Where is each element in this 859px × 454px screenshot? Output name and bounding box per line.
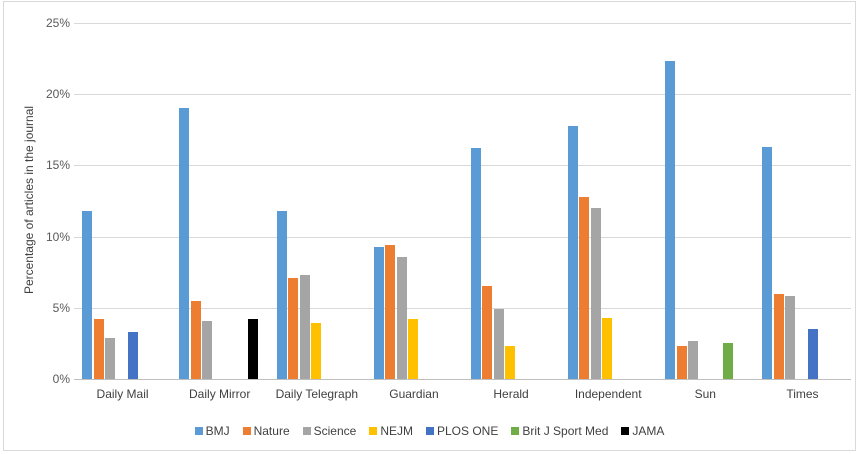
bar [688, 340, 699, 379]
bar [311, 323, 322, 379]
bar [396, 256, 407, 379]
gridline [74, 379, 851, 380]
y-axis-label: Percentage of articles in the journal [22, 105, 36, 295]
x-category-label: Guardian [389, 387, 439, 401]
bar [202, 320, 213, 379]
legend-label: Brit J Sport Med [522, 424, 609, 438]
y-tick-label: 5% [52, 300, 70, 315]
bar [288, 277, 299, 379]
bar [93, 319, 104, 379]
bar [482, 286, 493, 379]
bar [785, 296, 796, 379]
legend-item: NEJM [369, 424, 413, 438]
legend: BMJ Nature Science NEJM PLOS ONE Brit J Sport… [0, 424, 859, 438]
plot-area [74, 23, 851, 380]
legend-item: PLOS ONE [426, 424, 498, 438]
x-category-label: Daily Mirror [189, 387, 251, 401]
x-category-label: Sun [694, 387, 716, 401]
x-category-label: Herald [493, 387, 529, 401]
bar [676, 346, 687, 379]
bar [373, 246, 384, 379]
legend-swatch-icon [426, 427, 434, 435]
legend-label: BMJ [205, 424, 230, 438]
bar [179, 108, 190, 379]
bar [579, 196, 590, 379]
x-category-label: Independent [574, 387, 642, 401]
bar [248, 319, 259, 379]
x-category-label: Daily Mail [96, 387, 149, 401]
bar [602, 317, 613, 379]
gridline [74, 307, 851, 309]
bar [190, 300, 201, 379]
legend-swatch-icon [621, 427, 630, 435]
bar [665, 61, 676, 379]
y-tick-label: 0% [52, 372, 70, 386]
legend-swatch-icon [194, 427, 203, 435]
legend-item: JAMA [621, 424, 664, 438]
bar [773, 293, 784, 379]
x-category-label: Daily Telegraph [275, 387, 359, 401]
x-category-label: Times [786, 387, 819, 401]
y-tick-label: 15% [45, 158, 70, 173]
legend-item: BMJ [194, 424, 230, 438]
bar [493, 309, 504, 379]
legend-label: Science [313, 424, 357, 438]
bar [590, 208, 601, 379]
y-tick-label: 20% [45, 87, 70, 102]
legend-swatch-icon [242, 427, 251, 435]
legend-swatch-icon [369, 427, 378, 435]
bar [762, 146, 773, 379]
bar [808, 329, 819, 379]
chart-frame [3, 1, 856, 451]
legend-item: Science [302, 424, 357, 438]
bar [505, 346, 516, 379]
gridline [74, 165, 851, 167]
bar [722, 343, 733, 379]
legend-label: NEJM [380, 424, 413, 438]
legend-swatch-icon [302, 427, 311, 435]
y-tick-label: 25% [45, 16, 70, 30]
bar [567, 125, 578, 379]
legend-item: Nature [242, 424, 290, 438]
gridline [74, 23, 851, 24]
bar [385, 245, 396, 379]
y-tick-label: 10% [45, 229, 70, 244]
bar [276, 210, 287, 379]
bar [82, 210, 93, 379]
bar [105, 337, 116, 379]
bar [470, 148, 481, 379]
legend-item: Brit J Sport Med [511, 424, 608, 438]
legend-label: PLOS ONE [437, 424, 499, 438]
gridline [74, 236, 851, 238]
legend-label: Nature [253, 424, 290, 438]
legend-label: JAMA [632, 424, 665, 438]
bar [408, 319, 419, 379]
gridline [74, 94, 851, 96]
bar [299, 275, 310, 379]
bar [128, 332, 139, 379]
legend-swatch-icon [511, 427, 520, 435]
